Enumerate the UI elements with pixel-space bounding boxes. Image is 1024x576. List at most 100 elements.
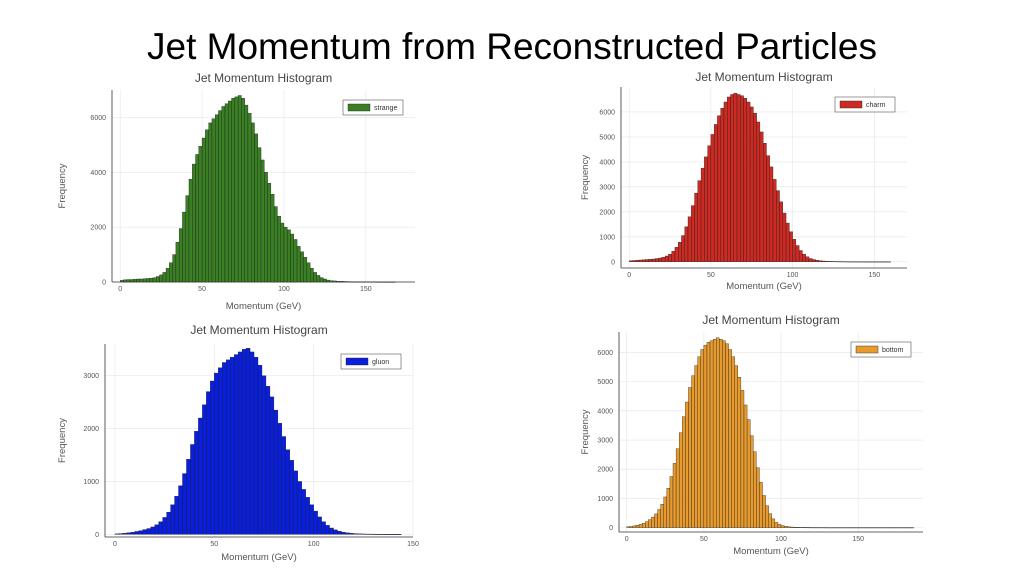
histogram-bar <box>678 242 682 262</box>
histogram-bar <box>190 444 195 535</box>
y-axis-label: Frequency <box>57 418 68 463</box>
histogram-bar <box>658 257 663 262</box>
histogram-bar <box>185 195 190 283</box>
histogram-bar <box>734 365 738 528</box>
y-tick-label: 3000 <box>597 438 613 445</box>
histogram-bar <box>254 133 258 283</box>
histogram-bar <box>780 525 785 528</box>
histogram-bar <box>319 277 324 283</box>
histogram-bar <box>671 251 676 262</box>
histogram-bar <box>332 280 337 283</box>
y-axis-label: Frequency <box>57 163 68 208</box>
histogram-bar <box>264 172 268 283</box>
histogram-bar <box>201 137 206 283</box>
histogram-bar <box>759 131 764 262</box>
histogram-bar <box>651 258 656 262</box>
histogram-bar <box>253 357 259 535</box>
histogram-bar <box>321 521 326 535</box>
legend-swatch <box>347 103 371 112</box>
legend-label: bottom <box>882 347 904 354</box>
histogram-bar <box>756 121 761 262</box>
histogram-bar <box>208 122 213 283</box>
chart-charm: Jet Momentum Histogram 0 50 100 150 0 1000 2000… <box>578 68 913 296</box>
histogram-bar <box>779 201 783 262</box>
histogram-bar <box>224 103 229 283</box>
histogram-bar <box>309 504 314 535</box>
histogram-bars <box>626 337 914 529</box>
histogram-bar <box>669 476 674 528</box>
histogram-bar <box>776 190 780 262</box>
legend-box <box>834 96 896 113</box>
histogram-bar <box>174 496 179 535</box>
histogram-bar <box>638 524 643 528</box>
histogram-bar <box>802 254 806 262</box>
histogram-bar <box>182 211 186 283</box>
histogram-bar <box>269 396 275 535</box>
chart-bottom-svg: Jet Momentum Histogram 0 50 100 150 0 1000 2000… <box>580 313 923 557</box>
histogram-bar <box>697 180 702 262</box>
histogram-bar <box>231 98 236 283</box>
y-tick-label: 1000 <box>599 234 615 241</box>
histogram-bar <box>150 526 155 535</box>
histogram-bar <box>257 364 263 535</box>
histogram-bar <box>728 349 732 528</box>
histogram-bar <box>126 279 131 283</box>
histogram-bar <box>265 386 271 535</box>
histogram-bar <box>329 280 334 283</box>
histogram-bar <box>805 256 810 262</box>
histogram-bar <box>233 354 239 535</box>
x-tick-label: 150 <box>868 272 880 279</box>
histogram-bar <box>195 154 199 283</box>
x-tick-label: 50 <box>707 272 715 279</box>
histogram-bar <box>789 231 793 262</box>
histogram-bar <box>635 260 640 262</box>
histogram-bar <box>166 511 171 535</box>
histogram-bar <box>162 272 167 283</box>
legend-box <box>340 353 402 370</box>
histogram-bar <box>694 365 698 528</box>
histogram-bar <box>768 513 772 528</box>
chart-title: Jet Momentum Histogram <box>702 313 839 327</box>
x-axis-label: Momentum (GeV) <box>733 546 809 557</box>
histogram-bar <box>736 94 741 262</box>
histogram-bar <box>722 340 726 528</box>
histogram-bar <box>154 524 159 535</box>
histogram-bar <box>133 279 137 283</box>
histogram-bar <box>629 526 634 528</box>
histogram-bar <box>648 259 653 262</box>
histogram-bar <box>126 532 132 535</box>
histogram-bar <box>170 504 175 535</box>
histogram-bar <box>337 531 342 535</box>
histogram-bar <box>289 460 294 535</box>
chart-gluon-svg: Jet Momentum Histogram 0 50 100 150 0 1000 2000… <box>57 323 419 563</box>
histogram-bar <box>763 142 767 262</box>
histogram-bar <box>281 436 287 535</box>
histogram-bar <box>628 260 633 262</box>
histogram-bar <box>186 459 191 535</box>
histogram-bar <box>172 254 177 283</box>
histogram-bar <box>317 516 322 535</box>
histogram-bar <box>283 226 288 283</box>
x-tick-label: 50 <box>198 286 206 293</box>
histogram-bar <box>709 340 714 528</box>
histogram-bar <box>194 431 199 535</box>
histogram-bar <box>114 533 120 535</box>
histogram-bar <box>165 268 170 283</box>
histogram-bar <box>684 226 689 262</box>
y-tick-label: 3000 <box>83 373 99 380</box>
histogram-bar <box>159 274 163 283</box>
histogram-bar <box>635 525 640 528</box>
histogram-bar <box>812 259 816 262</box>
histogram-bar <box>663 496 668 528</box>
histogram-bar <box>297 481 302 535</box>
y-tick-label: 1000 <box>83 479 99 486</box>
histogram-bar <box>303 257 308 283</box>
histogram-bar <box>818 260 823 262</box>
histogram-bar <box>654 513 658 528</box>
histogram-bar <box>136 278 141 283</box>
x-tick-label: 0 <box>625 536 629 543</box>
histogram-bar <box>743 98 748 262</box>
histogram-bar <box>247 113 252 283</box>
histogram-bar <box>300 251 304 283</box>
histogram-bar <box>682 416 686 528</box>
